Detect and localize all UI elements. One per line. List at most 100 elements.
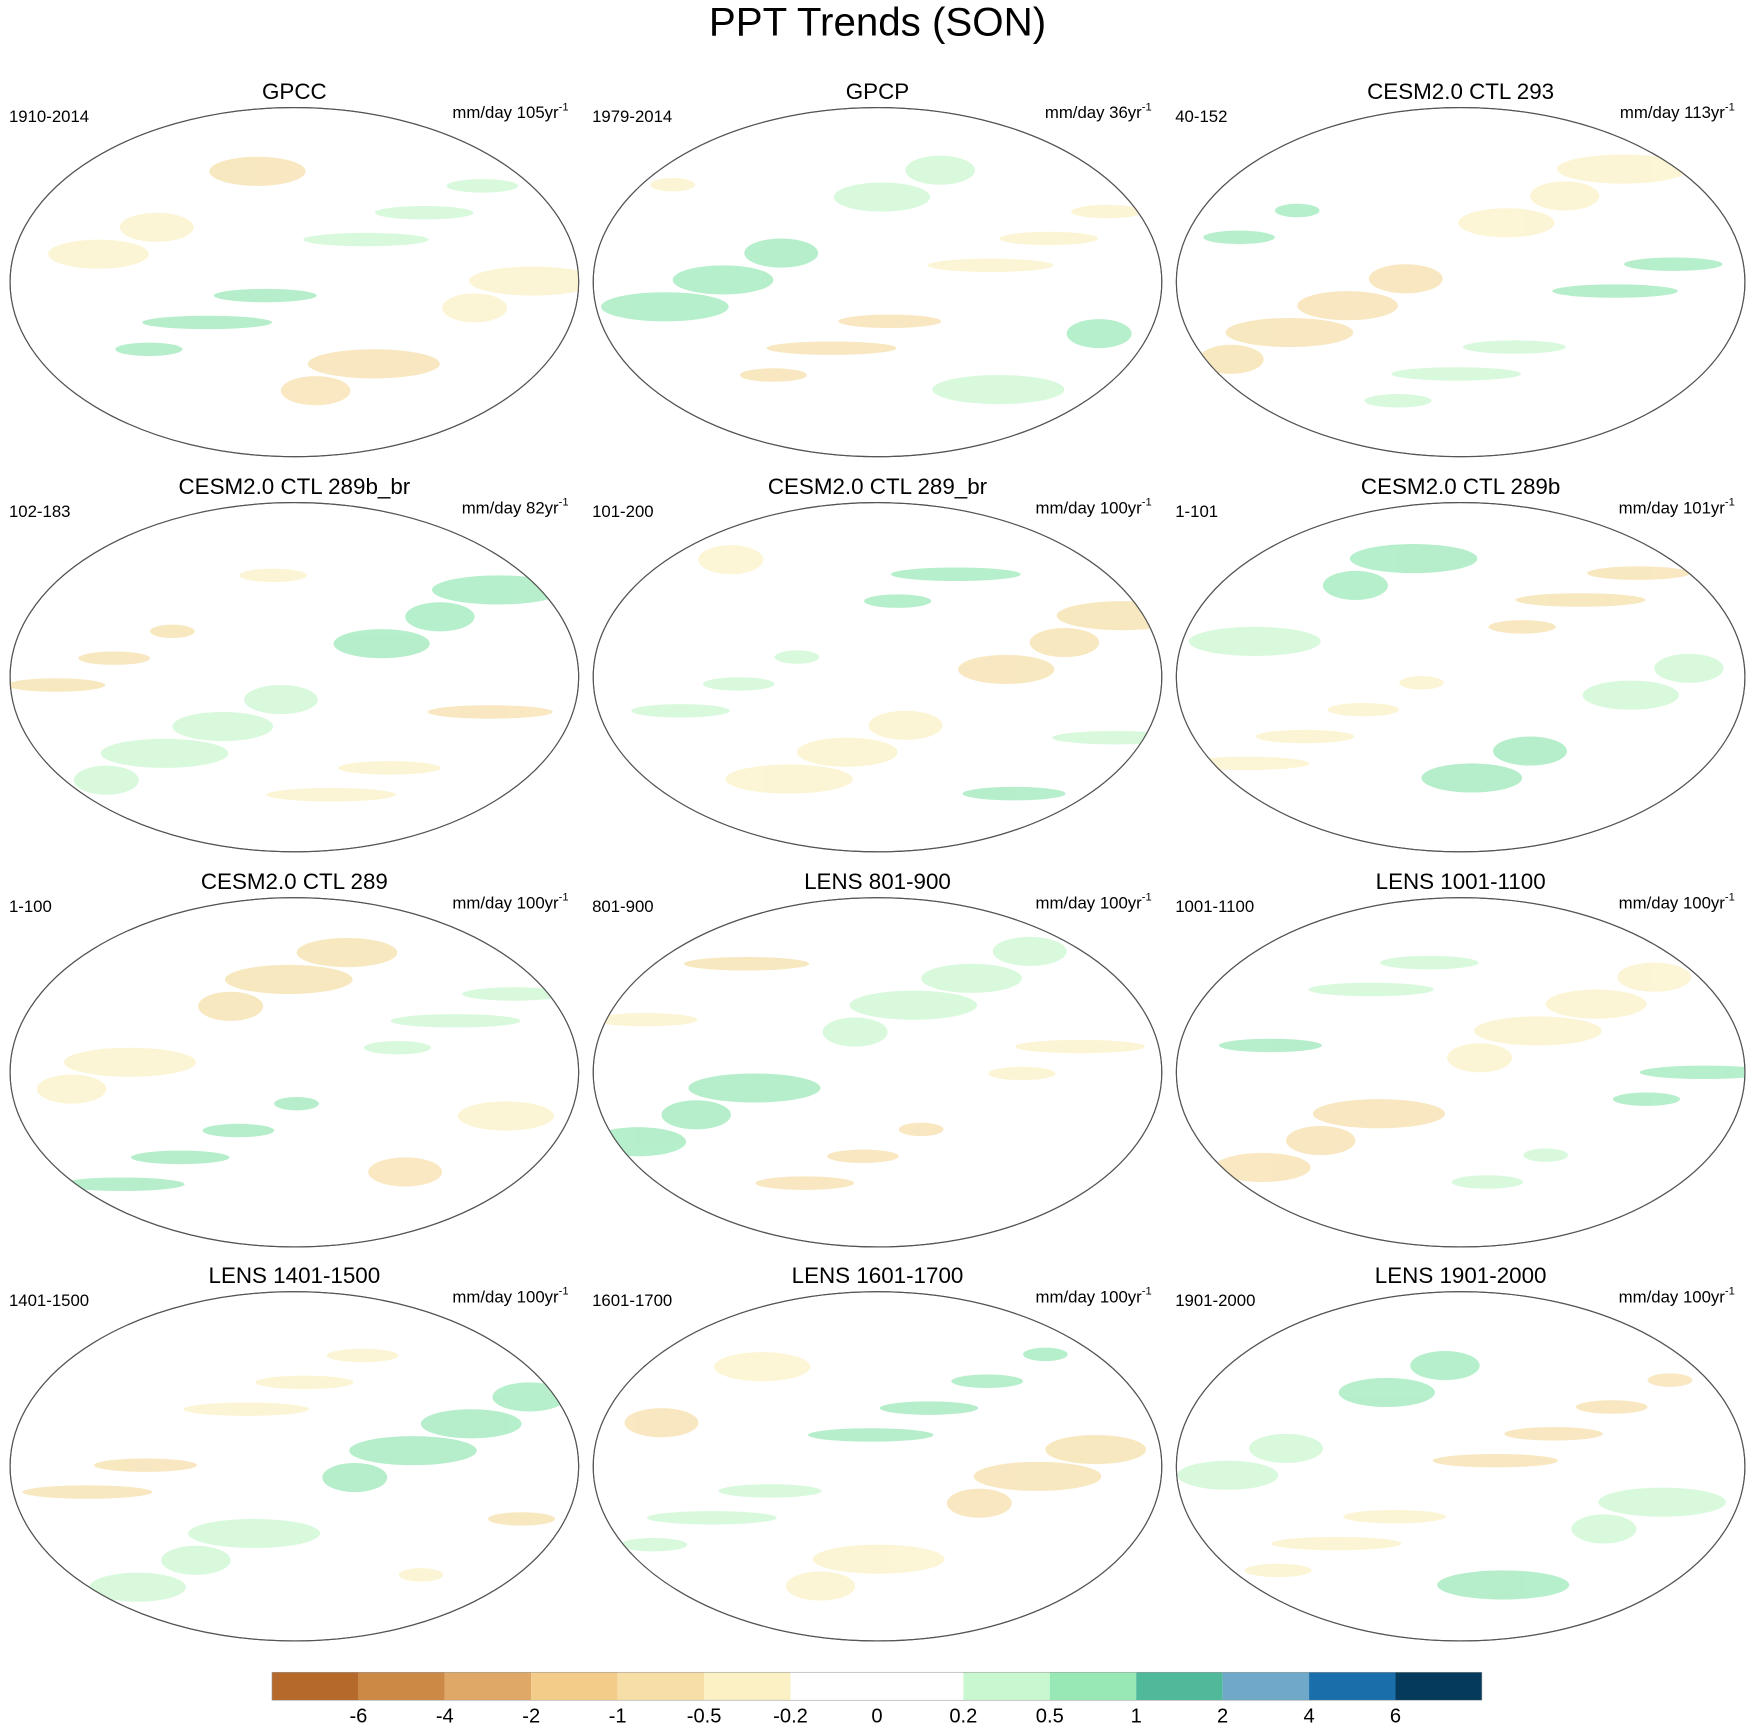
units-text: mm/day 105yr (452, 104, 559, 123)
map-blob (718, 1484, 822, 1498)
colorbar-box (1309, 1672, 1396, 1701)
map-blob (1380, 955, 1479, 970)
map-blob (161, 1545, 231, 1575)
map-blob (1023, 1347, 1068, 1362)
map-blob (1654, 653, 1724, 683)
panel-units: mm/day 100yr-1 (1036, 892, 1152, 913)
map-blob (100, 738, 229, 768)
map-shading (601, 155, 1143, 405)
map-outline (592, 897, 1163, 1248)
colorbar-label: -4 (436, 1705, 454, 1727)
map-blob (243, 685, 318, 715)
map-blob (1462, 340, 1566, 354)
map-panel: LENS 1901-2000 1901-2000 mm/day 100yr-1 (1175, 1263, 1746, 1642)
panel-period: 1901-2000 (1175, 1291, 1255, 1310)
map-blob (1451, 1175, 1524, 1189)
map-blob (1349, 544, 1478, 574)
panel-units: mm/day 101yr-1 (1619, 497, 1735, 518)
panel-units: mm/day 100yr-1 (1036, 1286, 1152, 1307)
panel-period: 1601-1700 (592, 1291, 672, 1310)
map-blob (661, 1100, 731, 1130)
panel-title: LENS 1001-1100 (1376, 869, 1546, 894)
map-blob (1188, 626, 1321, 656)
panel-units: mm/day 100yr-1 (452, 892, 568, 913)
map-panel: LENS 1401-1500 1401-1500 mm/day 100yr-1 (9, 1263, 580, 1642)
map-blob (63, 1047, 196, 1077)
map-blob (1312, 1099, 1445, 1129)
map-blob (36, 1074, 107, 1104)
colorbar-label: 1 (1131, 1705, 1142, 1727)
map-blob (1015, 1039, 1146, 1054)
map-blob (646, 1511, 777, 1525)
map-blob (594, 1013, 698, 1027)
panel-units: mm/day 113yr-1 (1620, 101, 1735, 122)
map-blob (833, 182, 931, 212)
map-blob (1045, 1434, 1147, 1465)
panel-units: mm/day 105yr-1 (452, 101, 568, 122)
map-blob (849, 990, 978, 1020)
map-blob (209, 156, 306, 186)
map-blob (827, 1149, 899, 1163)
map-blob (10, 678, 106, 692)
map-blob (688, 1073, 821, 1103)
map-blob (446, 179, 519, 193)
colorbar-box (704, 1672, 791, 1701)
map-blob (864, 594, 932, 608)
map-shading (10, 568, 565, 802)
map-outline (1175, 897, 1746, 1248)
map-blob (962, 786, 1066, 801)
map-blob (973, 1461, 1102, 1491)
map-blob (22, 1485, 153, 1499)
map-blob (390, 1014, 521, 1028)
map-blob (1504, 1427, 1603, 1441)
map-blob (94, 1458, 197, 1472)
colorbar-label: 4 (1303, 1705, 1314, 1727)
map-blob (457, 1101, 555, 1131)
map-blob (1437, 1570, 1570, 1600)
units-exponent: -1 (1725, 497, 1735, 509)
map-blob (487, 1512, 556, 1526)
map-panel: CESM2.0 CTL 289_br 101-200 mm/day 100yr-1 (592, 474, 1163, 853)
units-text: mm/day 36yr (1045, 104, 1142, 123)
map-shading (620, 1347, 1147, 1601)
map-blob (326, 1348, 399, 1363)
map-blob (374, 206, 474, 220)
map-blob (224, 964, 353, 994)
map-blob (78, 651, 150, 665)
map-blob (921, 963, 1022, 993)
map-blob (1255, 729, 1355, 744)
map-blob (1515, 593, 1646, 607)
units-text: mm/day 100yr (1036, 499, 1143, 518)
map-blob (280, 376, 351, 406)
map-blob (1598, 1487, 1726, 1517)
colorbar-box (1136, 1672, 1223, 1701)
map-blob (1474, 1016, 1602, 1046)
map-panel: CESM2.0 CTL 289b 1-101 mm/day 101yr-1 (1175, 474, 1746, 853)
map-shading (36, 938, 566, 1191)
panel-title: CESM2.0 CTL 293 (1367, 79, 1554, 104)
map-shading (1214, 955, 1745, 1189)
map-blob (349, 1436, 477, 1466)
map-shading (593, 936, 1146, 1190)
map-blob (1066, 319, 1132, 349)
map-blob (119, 212, 194, 242)
map-blob (1274, 203, 1320, 218)
panel-period: 40-152 (1175, 107, 1227, 126)
panel-title: LENS 801-900 (804, 869, 951, 894)
map-panel: LENS 1001-1100 1001-1100 mm/day 100yr-1 (1175, 869, 1746, 1248)
map-blob (932, 375, 1065, 405)
units-text: mm/day 100yr (1619, 1288, 1726, 1307)
map-blob (25, 152, 71, 166)
map-blob (48, 239, 149, 269)
colorbar-label: 6 (1390, 1705, 1401, 1727)
panel-title: LENS 1901-2000 (1375, 1263, 1547, 1288)
map-blob (1297, 291, 1398, 321)
map-blob (442, 293, 508, 323)
map-blob (1368, 264, 1443, 294)
panel-period: 1910-2014 (9, 107, 89, 126)
map-blob (1552, 284, 1678, 298)
panel-period: 801-900 (592, 897, 654, 916)
map-blob (1556, 154, 1689, 184)
